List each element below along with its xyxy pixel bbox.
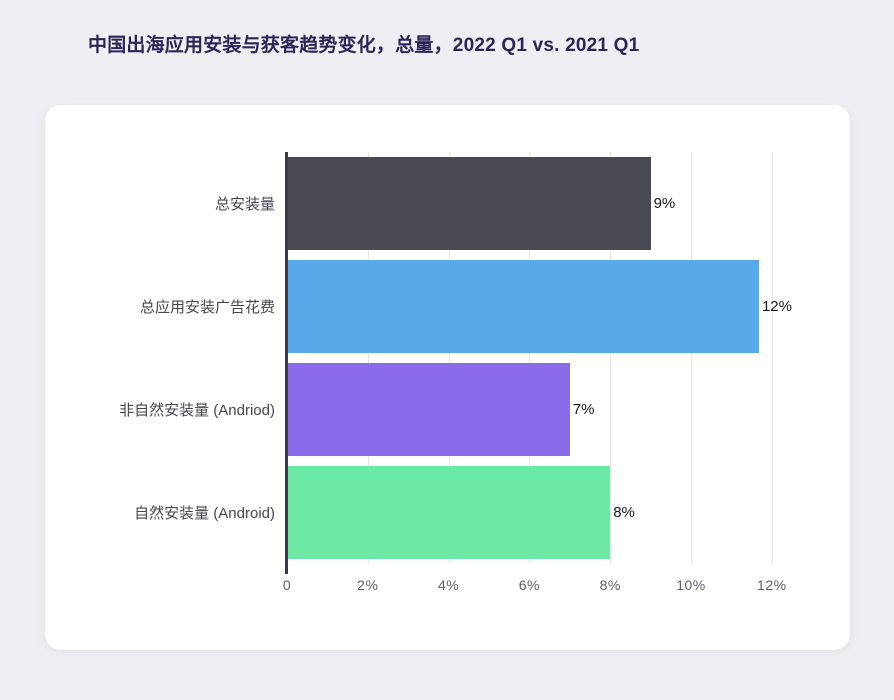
y-axis-line xyxy=(285,152,288,574)
category-label: 总应用安装广告花费 xyxy=(139,299,275,316)
category-label: 总安装量 xyxy=(214,196,275,213)
gridline xyxy=(367,152,369,564)
bar-value-label: 7% xyxy=(572,401,595,418)
bar-chart: 总安装量总应用安装广告花费非自然安装量 (Andriod) 自然安装量 (Andr… xyxy=(45,152,850,593)
bar xyxy=(287,466,611,559)
bar-value-label: 12% xyxy=(761,298,792,315)
plot-area: 9% 12% 7% 8% 0 2% 4% 6% 8% 10% 12% xyxy=(283,152,792,593)
gridline xyxy=(691,152,692,564)
gridline xyxy=(529,152,531,564)
bars-layer: 9% 12% 7% 8% xyxy=(287,152,792,564)
bar-row: 12% xyxy=(287,255,792,358)
bar-row: 8% xyxy=(287,461,792,564)
category-labels-column: 总安装量总应用安装广告花费非自然安装量 (Andriod) 自然安装量 (Andr… xyxy=(45,152,275,564)
x-tick-label: 0 xyxy=(282,577,292,593)
x-tick-label: 12% xyxy=(757,577,787,593)
category-label: 自然安装量 (Android) xyxy=(134,505,275,522)
bar xyxy=(287,157,651,250)
x-tick-label: 6% xyxy=(518,577,541,593)
x-tick-label: 10% xyxy=(676,577,706,593)
bar-row: 9% xyxy=(287,152,792,255)
x-tick-label: 2% xyxy=(357,577,379,593)
bar-row: 7% xyxy=(287,358,792,461)
gridline xyxy=(610,152,612,564)
bar xyxy=(287,363,570,456)
grid-layer xyxy=(287,152,792,564)
bar-value-label: 8% xyxy=(613,504,635,521)
chart-card: 总安装量总应用安装广告花费非自然安装量 (Andriod) 自然安装量 (Andr… xyxy=(45,105,850,650)
x-tick-label: 4% xyxy=(437,577,460,593)
category-label: 非自然安装量 (Andriod) xyxy=(119,402,275,419)
x-tick-label: 8% xyxy=(599,577,621,593)
gridline xyxy=(771,152,773,564)
page-title: 中国出海应用安装与获客趋势变化，总量，2022 Q1 vs. 2021 Q1 xyxy=(88,35,640,56)
bar-value-label: 9% xyxy=(653,195,676,212)
gridline xyxy=(448,152,450,564)
bar xyxy=(287,260,759,353)
x-axis-ticks: 0 2% 4% 6% 8% 10% 12% xyxy=(283,564,792,596)
